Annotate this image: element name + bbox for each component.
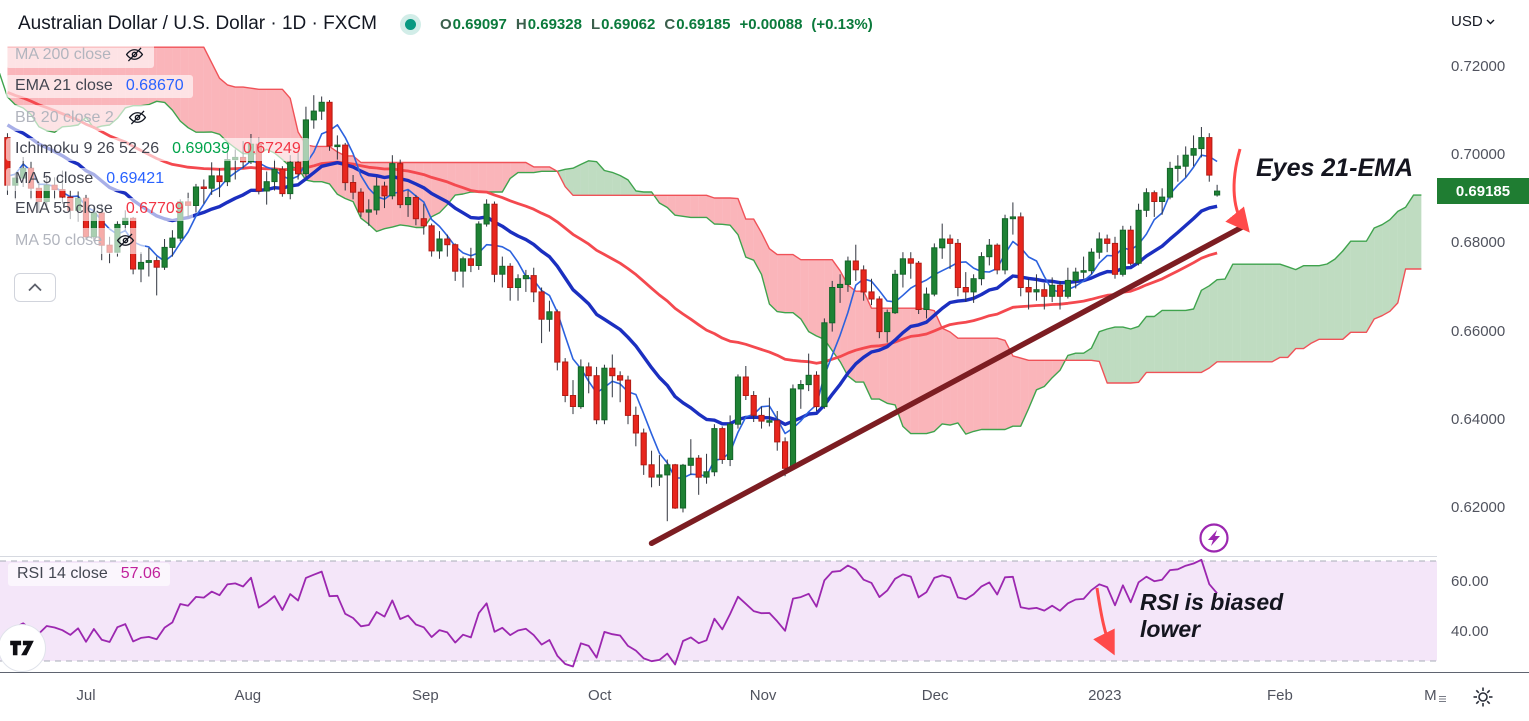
price-tick: 0.70000 [1451, 146, 1506, 164]
gear-icon[interactable] [1472, 686, 1494, 708]
time-tick-aug: Aug [234, 687, 262, 704]
ohlc-change: +0.00088 [739, 15, 803, 33]
price-tick: 0.66000 [1451, 322, 1506, 340]
chevron-down-icon [1486, 19, 1495, 24]
legend-value: 0.69421 [106, 170, 165, 187]
ohlc-item: C 0.69185 [664, 15, 731, 33]
legend-row-ema-55-close[interactable]: EMA 55 close 0.67709 [6, 198, 310, 221]
legend-label: EMA 21 close [15, 77, 113, 94]
arrow-rsi-lower[interactable] [1093, 587, 1115, 656]
rsi-legend[interactable]: RSI 14 close 57.06 [8, 563, 170, 586]
price-tick: 0.68000 [1451, 234, 1506, 252]
legend-collapse-button[interactable] [14, 273, 56, 302]
scale-menu-icon[interactable] [1439, 690, 1447, 708]
legend-row-ma-5-close[interactable]: MA 5 close 0.69421 [6, 168, 310, 191]
time-tick-mar: Mar [1424, 687, 1437, 704]
time-tick-dec: Dec [921, 687, 949, 704]
eye-off-icon[interactable] [115, 230, 136, 251]
rsi-legend-label: RSI 14 close [17, 565, 108, 582]
tradingview-logo-icon [10, 640, 34, 656]
legend-label: BB 20 close 2 [15, 108, 114, 126]
idea-lightning-badge[interactable] [1199, 523, 1229, 553]
time-tick-2023: 2023 [1088, 687, 1122, 704]
price-tick: 0.72000 [1451, 58, 1506, 75]
currency-selector[interactable]: USD [1451, 13, 1495, 30]
legend-label: MA 200 close [15, 45, 112, 63]
legend-value: 0.68670 [125, 77, 184, 94]
rsi-tick: 40.00 [1451, 623, 1489, 640]
chart-settings-corner[interactable] [1437, 673, 1529, 721]
time-axis[interactable]: Jul Aug Sep Oct Nov Dec 2023 Feb Mar [0, 673, 1437, 721]
legend-label: MA 50 close [15, 231, 103, 249]
legend-label: Ichimoku 9 26 52 26 [15, 140, 160, 157]
market-status-dot[interactable] [404, 18, 416, 30]
annotation-eyes-21-ema[interactable]: Eyes 21-EMA [1256, 154, 1413, 182]
eye-off-icon[interactable] [124, 44, 145, 65]
ohlc-readout: O 0.69097 H 0.69328 L 0.69062 C 0.69185 +0.00088… [440, 16, 873, 33]
time-tick-nov: Nov [749, 687, 777, 704]
last-price-badge: 0.69185 [1437, 178, 1529, 205]
annotation-rsi-biased-lower-2[interactable]: lower [1140, 616, 1201, 642]
currency-label: USD [1451, 13, 1483, 30]
indicator-legend: MA 200 close EMA 21 close 0.68670 BB 20 clo… [6, 42, 310, 261]
chevron-up-icon [28, 283, 42, 292]
symbol-header: Australian Dollar / U.S. Dollar · 1D · F… [18, 10, 873, 38]
ohlc-item: H 0.69328 [515, 15, 582, 33]
legend-row-bb-20-close-2[interactable]: BB 20 close 2 [6, 105, 310, 131]
rsi-legend-value: 57.06 [120, 565, 161, 582]
lightning-icon [1208, 530, 1220, 546]
ohlc-item: O 0.69097 [439, 15, 507, 33]
symbol-title[interactable]: Australian Dollar / U.S. Dollar · 1D · F… [18, 13, 377, 34]
legend-value: 0.69039 [172, 140, 230, 157]
time-tick-jul: Jul [76, 687, 96, 704]
arrow-to-ema[interactable] [1225, 148, 1250, 233]
rsi-tick: 60.00 [1451, 573, 1489, 590]
eye-off-icon[interactable] [127, 107, 148, 128]
ohlc-change-pct: (+0.13%) [811, 15, 873, 33]
legend-value: 0.67249 [242, 140, 301, 157]
time-tick-oct: Oct [588, 687, 612, 704]
tradingview-logo[interactable] [0, 624, 46, 672]
legend-row-ma-50-close[interactable]: MA 50 close [6, 228, 310, 254]
price-tick: 0.64000 [1451, 410, 1506, 428]
price-tick: 0.62000 [1451, 499, 1506, 516]
legend-row-ema-21-close[interactable]: EMA 21 close 0.68670 [6, 75, 310, 98]
legend-label: MA 5 close [15, 170, 94, 187]
legend-row-ma-200-close[interactable]: MA 200 close [6, 42, 310, 68]
annotation-rsi-biased-lower[interactable]: RSI is biased [1140, 589, 1284, 615]
ohlc-item: L 0.69062 [590, 15, 656, 33]
time-tick-feb: Feb [1267, 687, 1293, 704]
price-axis[interactable]: USD 0.72000 0.70000 0.68000 0.66000 0.64000 0… [1437, 0, 1529, 672]
legend-label: EMA 55 close [15, 200, 113, 217]
legend-value: 0.67709 [125, 200, 184, 217]
time-tick-sep: Sep [411, 687, 439, 704]
legend-row-ichimoku-9-26-52-26[interactable]: Ichimoku 9 26 52 26 0.69039 0.67249 [6, 138, 310, 161]
